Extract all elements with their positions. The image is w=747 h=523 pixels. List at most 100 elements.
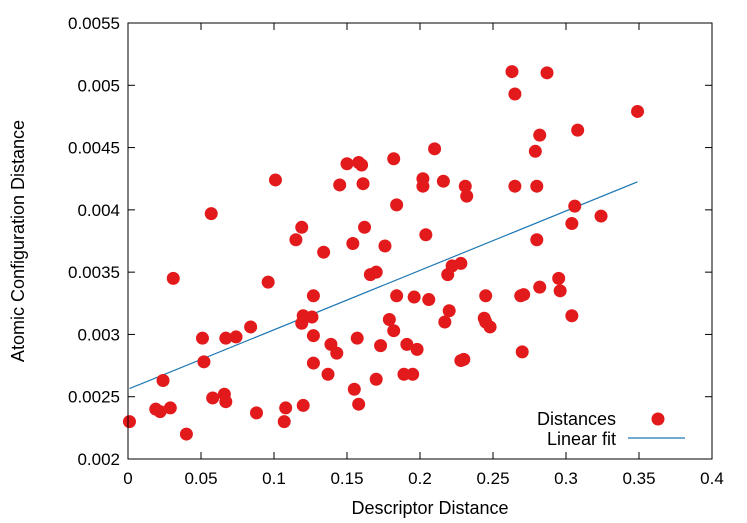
data-point — [552, 271, 566, 285]
data-point — [261, 275, 275, 289]
data-point — [438, 315, 452, 329]
data-point — [206, 391, 220, 405]
data-point — [305, 310, 319, 324]
y-tick-label: 0.0055 — [68, 14, 120, 33]
legend-label-distances: Distances — [537, 409, 616, 429]
data-point — [229, 330, 243, 344]
legend-label-linear-fit: Linear fit — [547, 429, 616, 449]
data-point — [428, 142, 442, 156]
fit-line-layer — [129, 181, 638, 390]
legend: Distances Linear fit — [537, 409, 685, 449]
data-point — [333, 178, 347, 192]
data-point — [277, 415, 291, 429]
y-tick-label: 0.002 — [77, 450, 120, 469]
data-point — [374, 339, 388, 353]
data-point — [517, 288, 531, 302]
data-point — [508, 87, 522, 101]
data-point — [530, 233, 544, 247]
data-point — [156, 374, 170, 388]
data-point — [479, 289, 493, 303]
data-point — [410, 342, 424, 356]
data-point — [289, 233, 303, 247]
x-tick-label: 0.3 — [554, 469, 578, 488]
data-point — [406, 367, 420, 381]
data-point — [356, 177, 370, 191]
y-axis-title: Atomic Configuration Distance — [8, 120, 28, 362]
legend-marker-distances — [651, 412, 665, 426]
y-tick-label: 0.0045 — [68, 139, 120, 158]
y-axis-ticks: 0.002 0.0025 0.003 0.0035 0.004 0.0045 0.005 0.… — [68, 14, 712, 469]
data-point — [508, 179, 522, 193]
data-point — [197, 355, 211, 369]
y-tick-label: 0.004 — [77, 201, 120, 220]
data-point — [355, 158, 369, 172]
data-point — [295, 220, 309, 234]
x-tick-label: 0.05 — [184, 469, 217, 488]
y-tick-label: 0.0035 — [68, 263, 120, 282]
y-tick-label: 0.0025 — [68, 388, 120, 407]
data-point — [390, 289, 404, 303]
data-point — [565, 309, 579, 323]
data-point — [387, 152, 401, 166]
data-point — [436, 174, 450, 188]
data-point — [219, 331, 233, 345]
data-point — [268, 173, 282, 187]
y-tick-label: 0.005 — [77, 76, 120, 95]
data-point — [279, 401, 293, 415]
data-point — [153, 405, 167, 419]
data-points-layer — [122, 65, 645, 441]
data-point — [460, 189, 474, 203]
data-point — [631, 104, 645, 118]
x-tick-label: 0.4 — [700, 469, 724, 488]
data-point — [369, 265, 383, 279]
data-point — [457, 352, 471, 366]
x-tick-label: 0.35 — [622, 469, 655, 488]
data-point — [442, 304, 456, 318]
data-point — [163, 401, 177, 415]
x-axis-title: Descriptor Distance — [351, 498, 508, 518]
data-point — [553, 284, 567, 298]
data-point — [571, 123, 585, 137]
data-point — [387, 324, 401, 338]
x-tick-label: 0.15 — [330, 469, 363, 488]
data-point — [195, 331, 209, 345]
data-point — [347, 382, 361, 396]
plot-frame — [127, 22, 713, 460]
data-point — [179, 427, 193, 441]
data-point — [505, 65, 519, 79]
data-point — [352, 397, 366, 411]
data-point — [515, 345, 529, 359]
data-point — [122, 415, 136, 429]
data-point — [204, 207, 218, 221]
x-tick-label: 0 — [123, 469, 132, 488]
data-point — [530, 179, 544, 193]
data-point — [317, 245, 331, 259]
data-point — [407, 290, 421, 304]
data-point — [419, 228, 433, 242]
data-point — [528, 144, 542, 158]
x-tick-label: 0.25 — [476, 469, 509, 488]
data-point — [533, 280, 547, 294]
data-point — [306, 329, 320, 343]
data-point — [340, 157, 354, 171]
data-point — [422, 293, 436, 307]
data-point — [249, 406, 263, 420]
data-point — [483, 320, 497, 334]
data-point — [321, 367, 335, 381]
x-tick-label: 0.2 — [408, 469, 432, 488]
data-point — [244, 320, 258, 334]
data-point — [533, 128, 547, 142]
data-point — [540, 66, 554, 80]
data-point — [346, 236, 360, 250]
x-tick-label: 0.1 — [262, 469, 286, 488]
x-axis-ticks: 0 0.05 0.1 0.15 0.2 0.25 0.3 0.35 0.4 — [123, 23, 724, 488]
data-point — [306, 356, 320, 370]
data-point — [565, 217, 579, 231]
data-point — [594, 209, 608, 223]
data-point — [458, 179, 472, 193]
data-point — [296, 398, 310, 412]
data-point — [358, 220, 372, 234]
linear-fit-line — [129, 181, 638, 390]
data-point — [400, 337, 414, 351]
data-point — [219, 395, 233, 409]
